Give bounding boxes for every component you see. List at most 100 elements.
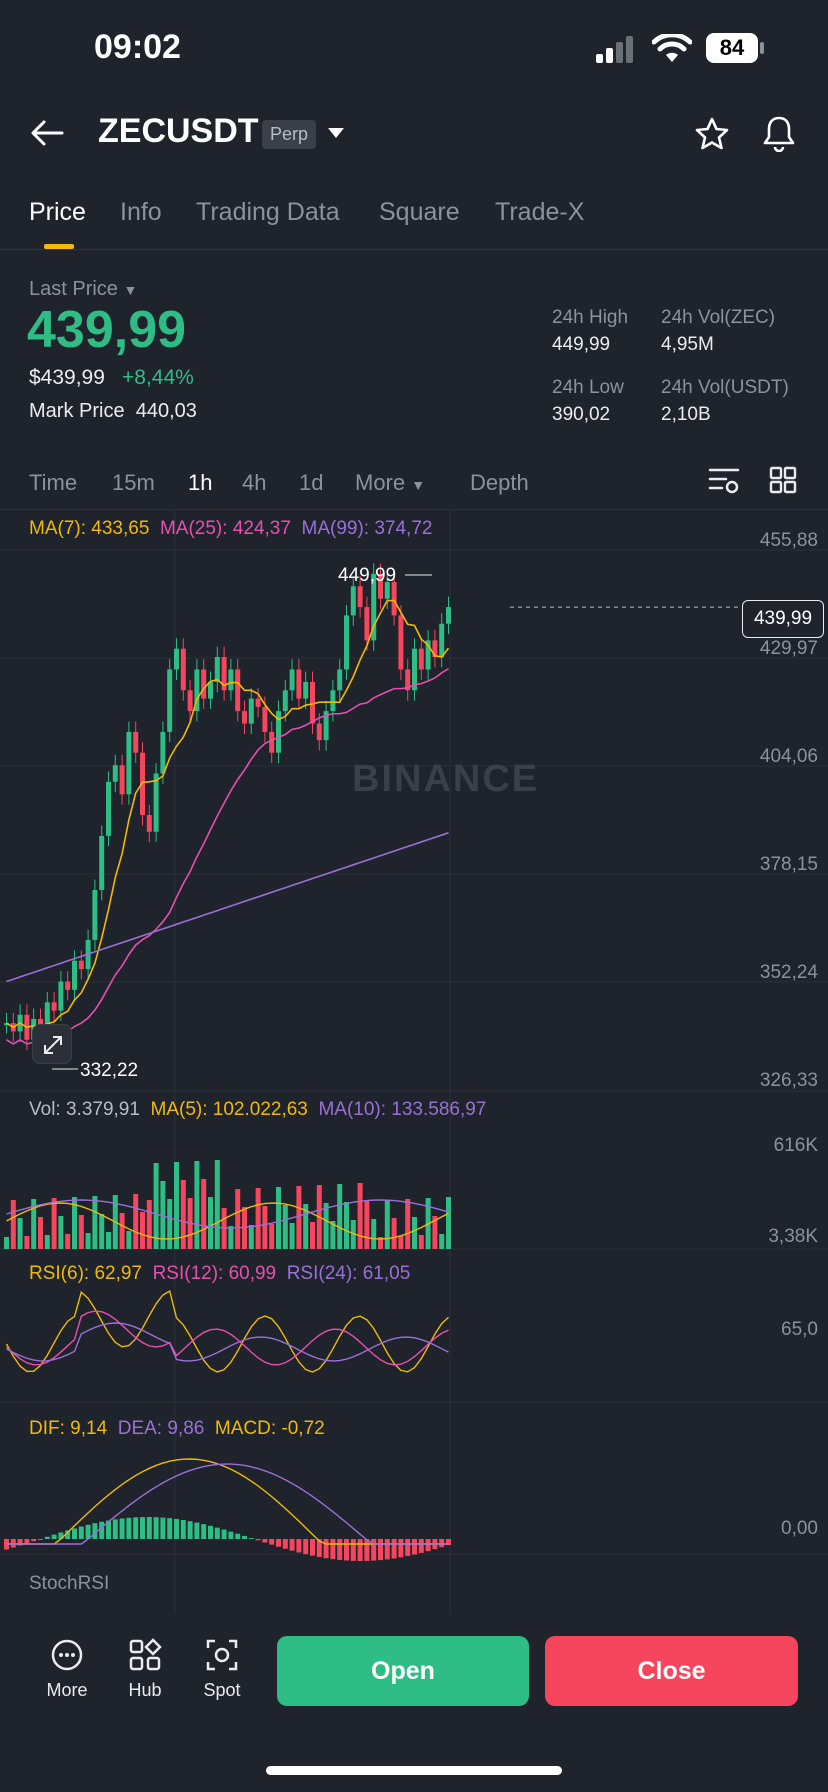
vol-usdt-label: 24h Vol(USDT) bbox=[661, 377, 789, 398]
candle-body bbox=[167, 669, 173, 732]
vol-ma5-line bbox=[6, 1202, 449, 1240]
volume-bar bbox=[296, 1186, 302, 1249]
candle-body bbox=[405, 669, 411, 691]
candle-body bbox=[330, 690, 336, 712]
tf-4h[interactable]: 4h bbox=[242, 470, 267, 495]
tab-price[interactable]: Price bbox=[29, 198, 86, 226]
volume-bar bbox=[269, 1224, 275, 1249]
tab-trade-x[interactable]: Trade-X bbox=[495, 198, 585, 226]
macd-bar bbox=[405, 1539, 411, 1557]
tab-trading-data[interactable]: Trading Data bbox=[196, 198, 340, 226]
macd-bar bbox=[316, 1539, 322, 1558]
tf-depth[interactable]: Depth bbox=[470, 470, 529, 495]
volume-bar bbox=[310, 1222, 315, 1249]
volume-bar bbox=[106, 1232, 111, 1249]
indicator-settings-icon[interactable] bbox=[708, 466, 740, 496]
price-axis-tick: 429,97 bbox=[759, 638, 818, 659]
candle-body bbox=[269, 731, 275, 753]
open-button[interactable]: Open bbox=[277, 1636, 529, 1706]
macd-bar bbox=[187, 1521, 193, 1539]
macd-bar bbox=[330, 1539, 336, 1560]
volume-bar bbox=[72, 1197, 77, 1249]
back-arrow-icon[interactable] bbox=[30, 118, 66, 148]
macd-bar bbox=[269, 1539, 275, 1545]
volume-bar bbox=[418, 1235, 424, 1249]
volume-bar bbox=[384, 1200, 390, 1249]
macd-bar bbox=[201, 1524, 207, 1539]
candle-body bbox=[289, 669, 295, 691]
bell-icon[interactable] bbox=[762, 114, 796, 152]
nav-more[interactable]: More bbox=[32, 1638, 102, 1701]
macd-bar bbox=[44, 1536, 50, 1539]
macd-bar bbox=[31, 1539, 37, 1542]
candle-body bbox=[106, 781, 111, 836]
macd-bar bbox=[289, 1539, 295, 1551]
volume-bar bbox=[180, 1180, 186, 1249]
macd-bar bbox=[65, 1530, 71, 1539]
candle-body bbox=[446, 607, 451, 624]
candle-body bbox=[282, 690, 288, 712]
volume-axis-bottom: 3,38K bbox=[768, 1226, 818, 1247]
tab-info[interactable]: Info bbox=[120, 198, 162, 226]
macd-bar bbox=[146, 1517, 152, 1539]
macd-bar bbox=[10, 1539, 16, 1548]
macd-bar bbox=[357, 1539, 363, 1561]
macd-bar bbox=[446, 1539, 451, 1546]
candle-body bbox=[92, 889, 98, 940]
tf-more[interactable]: More ▼ bbox=[355, 470, 426, 495]
more-dots-icon bbox=[51, 1639, 83, 1671]
candle-body bbox=[78, 960, 84, 970]
nav-spot[interactable]: Spot bbox=[187, 1638, 257, 1701]
macd-bar bbox=[262, 1539, 268, 1543]
volume-legend: Vol: 3.379,91 MA(5): 102.022,63 MA(10): … bbox=[29, 1099, 487, 1120]
tf-1h[interactable]: 1h bbox=[188, 470, 213, 495]
grid-layout-icon[interactable] bbox=[769, 466, 797, 494]
macd-bar bbox=[337, 1539, 343, 1560]
candle-body bbox=[201, 669, 207, 699]
candle-body bbox=[112, 765, 118, 782]
volume-bar bbox=[357, 1183, 363, 1249]
volume-bar bbox=[58, 1216, 64, 1249]
last-price-label[interactable]: Last Price ▼ bbox=[29, 278, 138, 300]
nav-hub[interactable]: Hub bbox=[110, 1638, 180, 1701]
tf-1d[interactable]: 1d bbox=[299, 470, 324, 495]
volume-bar bbox=[248, 1225, 254, 1249]
vol-usdt-value: 2,10B bbox=[661, 404, 711, 425]
volume-bar bbox=[194, 1161, 200, 1249]
price-axis-tick: 404,06 bbox=[759, 746, 818, 767]
close-button[interactable]: Close bbox=[545, 1636, 798, 1706]
symbol-title[interactable]: ZECUSDT bbox=[98, 112, 259, 150]
macd-bar bbox=[51, 1534, 57, 1539]
macd-bar bbox=[344, 1539, 349, 1561]
price-axis-tick: 352,24 bbox=[759, 962, 818, 983]
fullscreen-icon[interactable] bbox=[32, 1024, 72, 1064]
star-icon[interactable] bbox=[694, 116, 730, 152]
volume-bar bbox=[4, 1237, 9, 1249]
volume-bar bbox=[201, 1179, 207, 1249]
macd-bar bbox=[167, 1518, 173, 1539]
volume-bar bbox=[10, 1200, 16, 1249]
macd-bar bbox=[378, 1539, 383, 1561]
macd-bar bbox=[425, 1539, 431, 1552]
candle-body bbox=[303, 681, 309, 699]
caret-down-icon[interactable] bbox=[326, 126, 346, 140]
candlestick-chart[interactable] bbox=[0, 509, 828, 1614]
volume-bar bbox=[282, 1205, 288, 1249]
tf-time[interactable]: Time bbox=[29, 470, 78, 495]
macd-bar bbox=[364, 1539, 370, 1561]
volume-bar bbox=[65, 1234, 71, 1249]
candle-body bbox=[126, 731, 132, 795]
current-price-tag: 439,99 bbox=[742, 600, 824, 638]
candle-body bbox=[4, 1023, 9, 1026]
macd-bar bbox=[24, 1539, 30, 1544]
candle-body bbox=[316, 723, 322, 741]
spot-icon bbox=[206, 1639, 238, 1671]
rsi6-line bbox=[5, 1290, 449, 1373]
tab-square[interactable]: Square bbox=[379, 198, 460, 226]
volume-bar bbox=[133, 1194, 139, 1249]
macd-bar bbox=[119, 1518, 125, 1539]
tf-15m[interactable]: 15m bbox=[112, 470, 155, 495]
volume-bar bbox=[255, 1188, 261, 1249]
volume-bar bbox=[153, 1163, 159, 1249]
candle-body bbox=[378, 573, 383, 599]
